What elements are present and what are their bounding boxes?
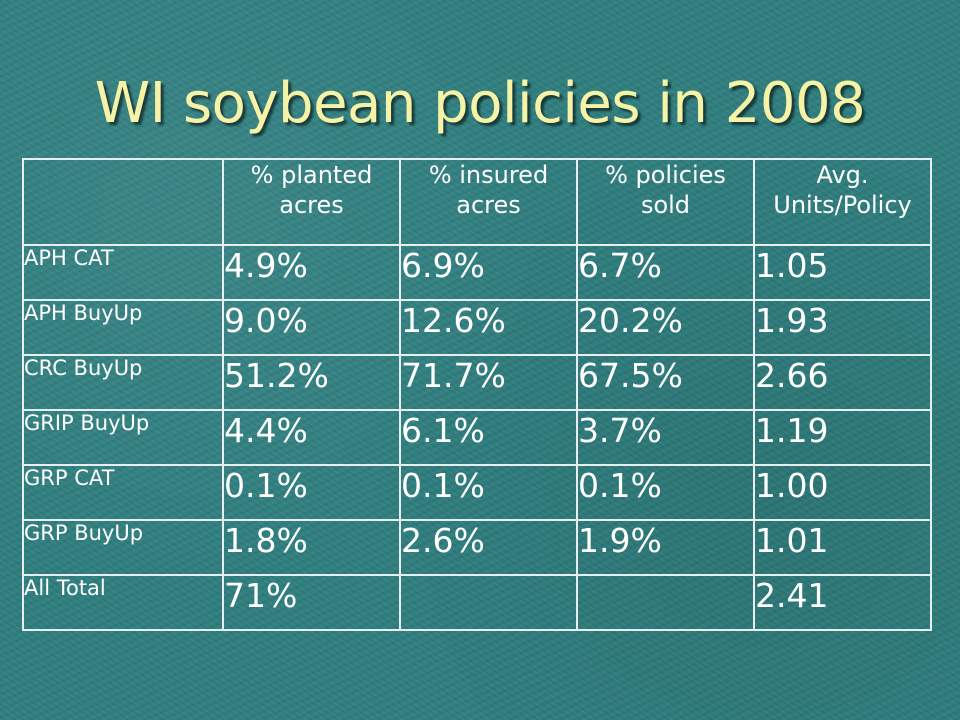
cell-insured-acres: 2.6% [399,519,578,576]
header-corner [22,158,224,246]
table-row: CRC BuyUp 51.2% 71.7% 67.5% 2.66 [22,354,932,411]
header-row: % planted acres % insured acres % polici… [22,158,932,246]
cell-policies-sold: 6.7% [576,244,755,301]
cell-insured-acres: 0.1% [399,464,578,521]
cell-avg-units: 1.93 [753,299,932,356]
cell-planted-acres: 1.8% [222,519,401,576]
row-label: APH CAT [22,244,224,301]
cell-avg-units: 2.41 [753,574,932,631]
cell-insured-acres: 6.9% [399,244,578,301]
cell-avg-units: 1.05 [753,244,932,301]
header-insured-acres: % insured acres [399,158,578,246]
cell-planted-acres: 51.2% [222,354,401,411]
cell-avg-units: 2.66 [753,354,932,411]
table-row: All Total 71% 2.41 [22,574,932,631]
cell-insured-acres [399,574,578,631]
header-planted-acres: % planted acres [222,158,401,246]
cell-planted-acres: 0.1% [222,464,401,521]
header-policies-sold: % policies sold [576,158,755,246]
table-row: APH CAT 4.9% 6.9% 6.7% 1.05 [22,244,932,301]
cell-planted-acres: 4.9% [222,244,401,301]
slide-title: WI soybean policies in 2008 [94,71,866,136]
cell-planted-acres: 71% [222,574,401,631]
cell-planted-acres: 4.4% [222,409,401,466]
cell-insured-acres: 12.6% [399,299,578,356]
table-row: GRP BuyUp 1.8% 2.6% 1.9% 1.01 [22,519,932,576]
row-label: GRP CAT [22,464,224,521]
policy-table: % planted acres % insured acres % polici… [22,158,932,631]
row-label: GRP BuyUp [22,519,224,576]
table-row: APH BuyUp 9.0% 12.6% 20.2% 1.93 [22,299,932,356]
table-row: GRP CAT 0.1% 0.1% 0.1% 1.00 [22,464,932,521]
row-label: APH BuyUp [22,299,224,356]
row-label: CRC BuyUp [22,354,224,411]
cell-policies-sold: 67.5% [576,354,755,411]
cell-avg-units: 1.19 [753,409,932,466]
cell-policies-sold: 1.9% [576,519,755,576]
cell-planted-acres: 9.0% [222,299,401,356]
cell-insured-acres: 71.7% [399,354,578,411]
cell-policies-sold: 3.7% [576,409,755,466]
table-row: GRIP BuyUp 4.4% 6.1% 3.7% 1.19 [22,409,932,466]
cell-policies-sold: 20.2% [576,299,755,356]
cell-avg-units: 1.01 [753,519,932,576]
cell-avg-units: 1.00 [753,464,932,521]
row-label: GRIP BuyUp [22,409,224,466]
cell-policies-sold: 0.1% [576,464,755,521]
row-label: All Total [22,574,224,631]
cell-insured-acres: 6.1% [399,409,578,466]
header-avg-units: Avg. Units/Policy [753,158,932,246]
cell-policies-sold [576,574,755,631]
